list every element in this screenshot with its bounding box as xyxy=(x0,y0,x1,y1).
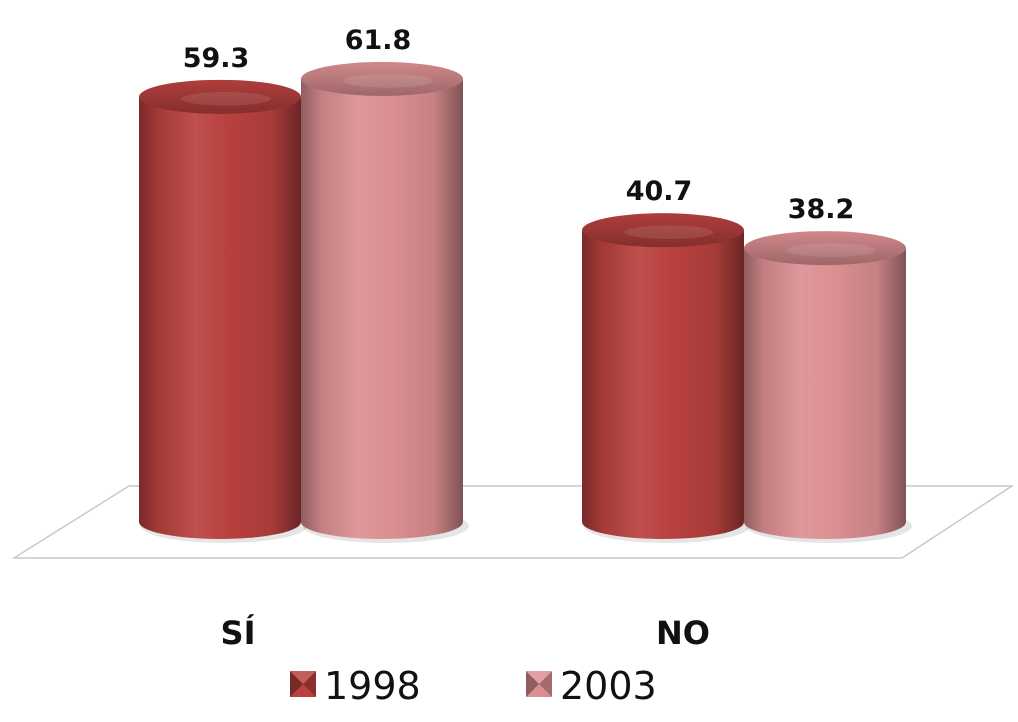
bar-top xyxy=(139,79,301,114)
legend-swatch-shade-left xyxy=(290,671,303,697)
bar-top xyxy=(744,231,906,266)
bar-top-highlight xyxy=(343,74,433,88)
bar-no-2003 xyxy=(744,231,912,543)
bar-body xyxy=(582,230,744,539)
data-label: 40.7 xyxy=(626,176,693,207)
bar-top-highlight xyxy=(624,225,714,239)
legend: 1998 2003 xyxy=(290,664,657,708)
data-label: 61.8 xyxy=(345,25,412,56)
bar-s-2003 xyxy=(301,61,469,543)
data-label: 38.2 xyxy=(788,194,855,225)
category-labels: SÍ NO xyxy=(221,614,710,652)
bar-s-1998 xyxy=(139,79,307,543)
bar-body xyxy=(139,96,301,539)
legend-item-1998: 1998 xyxy=(290,664,421,708)
data-labels: 59.3 61.8 40.7 38.2 xyxy=(183,25,855,225)
bar-body xyxy=(301,78,463,539)
bar-top xyxy=(301,61,463,96)
legend-swatch-shade-top xyxy=(290,671,316,684)
legend-swatch-shade-top xyxy=(526,671,552,684)
legend-label: 2003 xyxy=(560,664,657,708)
bar-top-highlight xyxy=(786,243,876,257)
legend-swatch-shade-right xyxy=(303,671,316,697)
data-label: 59.3 xyxy=(183,43,250,74)
legend-swatch-shade-right xyxy=(539,671,552,697)
legend-swatch-shade-left xyxy=(526,671,539,697)
bars xyxy=(139,61,912,543)
legend-item-2003: 2003 xyxy=(526,664,657,708)
category-label: NO xyxy=(656,614,710,652)
bar-top xyxy=(582,213,744,248)
bar-body xyxy=(744,248,906,539)
legend-label: 1998 xyxy=(324,664,421,708)
bar-no-1998 xyxy=(582,213,750,543)
category-label: SÍ xyxy=(221,614,256,652)
bar-top-highlight xyxy=(181,92,271,106)
